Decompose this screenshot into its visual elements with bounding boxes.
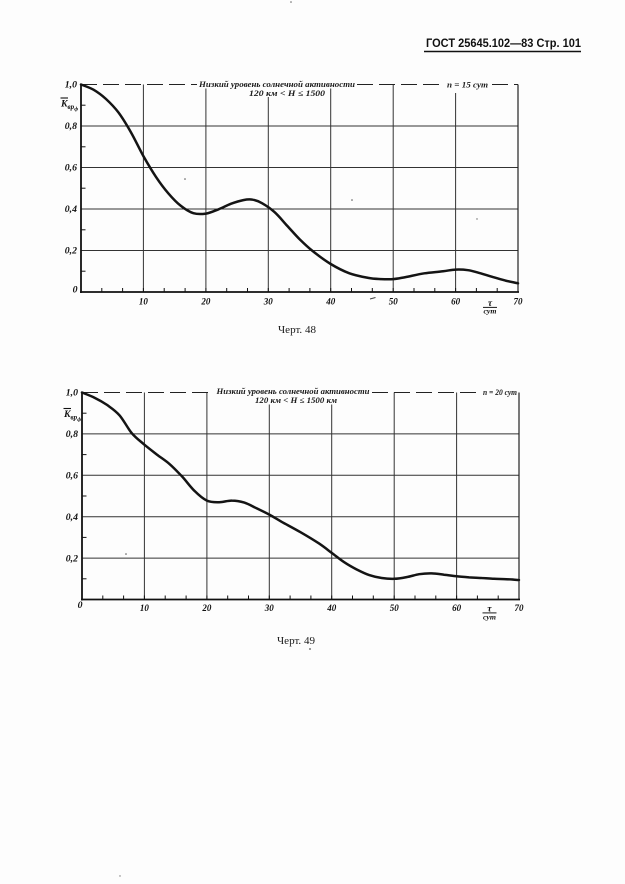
svg-text:ГОСТ 25645.102—83 Стр. 101: ГОСТ 25645.102—83 Стр. 101: [426, 38, 582, 50]
svg-text:0,6: 0,6: [66, 471, 78, 482]
svg-text:120 км < Н ≤ 1500: 120 км < Н ≤ 1500: [249, 89, 325, 98]
svg-text:0,6: 0,6: [65, 163, 77, 174]
svg-text:τ: τ: [488, 299, 493, 309]
svg-text:20: 20: [200, 297, 211, 307]
svg-text:10: 10: [140, 603, 150, 613]
svg-text:60: 60: [452, 603, 462, 613]
svg-text:70: 70: [514, 297, 524, 307]
svg-text:0: 0: [78, 600, 83, 611]
svg-text:сут: сут: [484, 307, 497, 316]
svg-text:Черт. 49: Черт. 49: [277, 636, 315, 647]
svg-text:10: 10: [139, 297, 149, 307]
svg-text:70: 70: [515, 603, 525, 613]
svg-text:60: 60: [451, 297, 461, 307]
svg-text:0,4: 0,4: [66, 512, 78, 523]
svg-text:40: 40: [325, 297, 336, 307]
svg-text:30: 30: [264, 603, 275, 613]
svg-text:30: 30: [263, 297, 274, 307]
svg-text:Черт. 48: Черт. 48: [278, 325, 316, 336]
svg-text:Kврф: Kврф: [60, 99, 78, 113]
svg-text:τ: τ: [487, 605, 492, 615]
svg-text:Низкий уровень солнечной актив: Низкий уровень солнечной активности: [198, 80, 355, 89]
svg-text:0,8: 0,8: [66, 429, 78, 440]
svg-text:0,4: 0,4: [65, 204, 77, 215]
svg-text:1,0: 1,0: [65, 80, 77, 91]
svg-text:0,2: 0,2: [66, 553, 78, 564]
svg-text:20: 20: [201, 603, 212, 613]
svg-text:1,0: 1,0: [66, 388, 78, 399]
svg-text:40: 40: [326, 603, 337, 613]
svg-text:Низкий уровень солнечной актив: Низкий уровень солнечной активности: [215, 387, 369, 396]
svg-text:50: 50: [390, 603, 400, 613]
svg-text:120 км < Н ≤ 1500 км: 120 км < Н ≤ 1500 км: [255, 396, 337, 405]
svg-text:0,2: 0,2: [65, 246, 77, 257]
svg-text:0: 0: [73, 285, 78, 296]
svg-text:n = 15 сут: n = 15 сут: [447, 81, 489, 90]
svg-text:n = 20 сут: n = 20 сут: [483, 388, 517, 397]
svg-text:0,8: 0,8: [65, 121, 77, 132]
svg-text:сут: сут: [483, 613, 496, 622]
svg-text:50: 50: [389, 297, 399, 307]
svg-text:Kврф: Kврф: [63, 409, 81, 423]
